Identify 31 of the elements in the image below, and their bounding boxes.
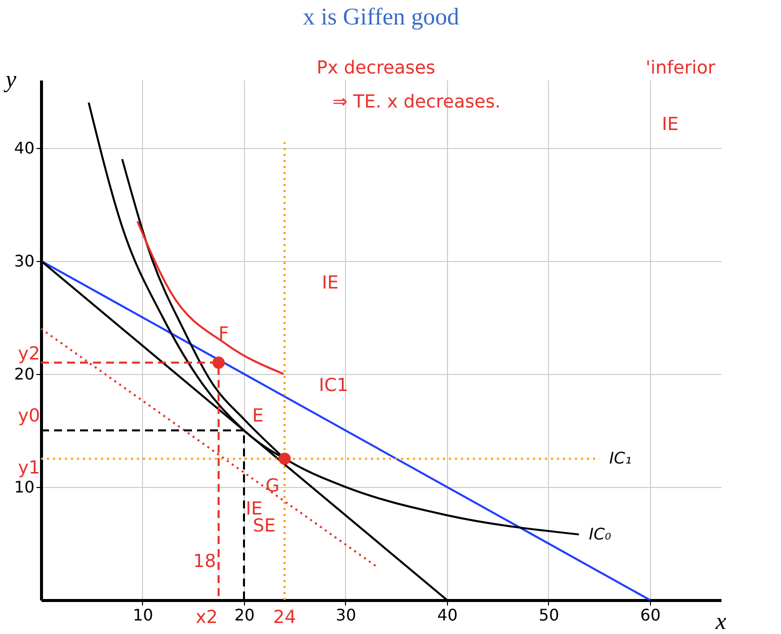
annotation: y2 [18,344,40,365]
x-tick-label: 60 [640,606,661,624]
annotation: y1 [18,458,40,479]
annotation: IE [662,114,679,136]
annotation: SE [252,516,276,537]
annotation: ⇒ TE. x decreases. [332,92,501,113]
x-tick-label: 50 [538,606,560,624]
chart-title: x is Giffen good [302,4,460,31]
annotation: 18 [193,551,216,572]
text: 'inferior [646,58,716,79]
x-tick-label: 20 [234,606,255,624]
annotation: y0 [18,405,40,426]
annotation: IC1 [318,374,348,396]
y-tick-label: 20 [14,364,34,384]
y-tick-label: 10 [14,477,34,496]
annotation: E [252,405,264,426]
x-tick-label: 40 [437,606,458,624]
y-tick-label: 40 [14,138,34,158]
annotation: IE [322,272,339,294]
y-axis-title: y [4,67,17,93]
annotation: 24 [273,607,296,628]
x-axis-title: x [714,609,727,634]
annotation: x2 [196,607,218,628]
y-tick-label: 30 [14,251,34,270]
annotation: G [266,476,280,497]
text: Px decreases [316,58,436,79]
annotation: F [218,324,229,345]
series-label: IC₀ [588,524,612,544]
x-tick-label: 30 [336,606,356,624]
series-label: IC₁ [609,448,632,468]
x-tick-label: 10 [132,606,154,624]
